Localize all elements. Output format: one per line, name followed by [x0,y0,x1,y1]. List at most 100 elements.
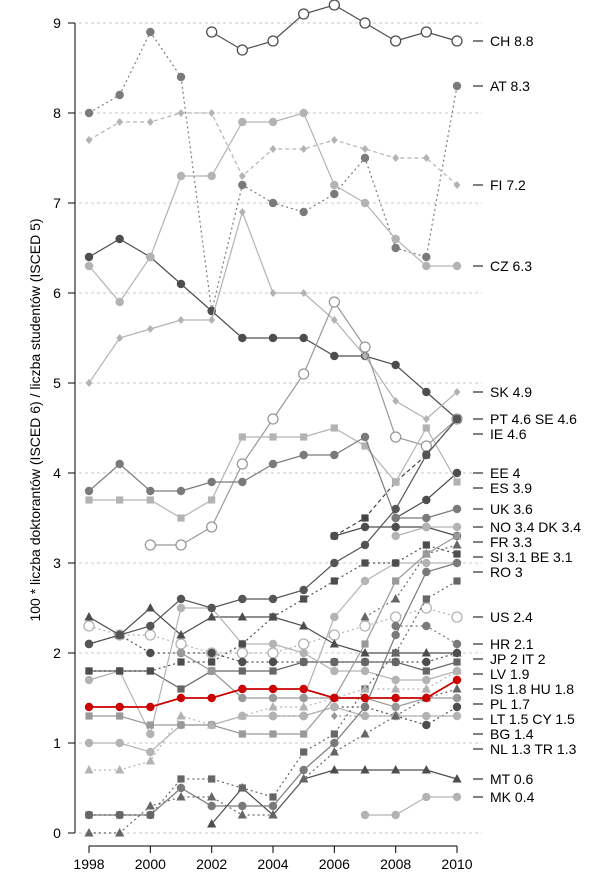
data-point [422,415,430,423]
data-point [115,90,124,100]
series-label-pl: PL 1.7 [490,696,530,712]
data-point [268,639,278,649]
series-sk [85,208,461,423]
data-point [390,611,402,623]
data-point [421,684,431,693]
data-point [422,711,431,721]
y-tick-label: 1 [53,735,61,751]
data-point [207,477,216,487]
data-point [176,486,186,496]
data-point [300,658,308,666]
data-point [330,136,338,144]
data-point [116,712,124,720]
data-point [391,513,400,523]
data-point [391,711,401,720]
data-point [207,171,216,181]
data-point [146,648,155,658]
data-point [176,630,186,639]
data-point [238,433,246,441]
y-tick-label: 6 [53,285,61,301]
data-point [300,730,308,738]
data-point [207,801,216,811]
series-label-lv: LV 1.9 [490,666,530,682]
series-ch [206,0,463,56]
data-point [208,658,216,666]
data-point [207,792,217,801]
data-point [330,351,339,361]
data-point [177,721,185,729]
data-point [146,747,155,757]
data-point [361,559,369,567]
y-tick-label: 8 [53,105,61,121]
data-point [84,765,94,774]
data-point [268,333,278,343]
data-point [116,811,124,819]
data-point [115,630,124,640]
data-point [269,730,277,738]
series-g5 [84,414,462,649]
series-line [88,418,458,645]
data-point [422,495,431,505]
data-point [360,612,370,621]
data-point [422,450,431,460]
data-point [269,433,277,441]
data-point [330,189,339,199]
x-tick-label: 1998 [73,856,104,872]
data-point [422,154,430,162]
data-point [330,424,338,432]
data-point [177,775,185,783]
data-point [452,711,462,721]
data-point [300,289,308,297]
data-point [144,629,156,641]
series-mk [360,792,462,820]
data-point [268,801,278,811]
data-point [452,792,462,802]
series-fi [85,109,461,189]
data-point [207,666,216,676]
data-point [391,810,400,820]
data-point [237,612,247,621]
data-point [84,252,94,262]
data-point [207,603,216,613]
data-point [391,360,400,370]
data-point [329,747,339,756]
series-label-mt: MT 0.6 [490,771,534,787]
series-line [88,112,457,303]
data-point [360,666,370,676]
data-point [299,765,308,775]
data-point [391,531,400,541]
data-point [451,611,463,623]
data-point [330,577,338,585]
data-point [452,648,462,658]
data-point [84,108,94,118]
data-point [236,647,248,659]
data-point [300,748,308,756]
data-point [84,828,94,837]
data-point [268,657,278,667]
data-point [360,648,370,657]
data-point [391,684,401,693]
data-point [146,27,155,37]
y-axis-label: 100 * liczba doktorantów (ISCED 6) / lic… [27,218,43,621]
data-point [452,522,462,532]
data-point [360,693,370,703]
data-point [330,738,339,748]
series-g6 [85,541,461,675]
data-point [144,539,156,551]
series-line [88,436,458,519]
series-label-jp: JP 2 IT 2 [490,651,546,667]
data-point [452,468,462,478]
data-point [269,667,277,675]
data-point [360,810,370,820]
data-point [176,279,186,289]
data-point [360,576,370,586]
data-point [452,558,462,568]
data-point [269,145,277,153]
data-point [392,559,400,567]
data-point [238,657,247,667]
data-point [330,702,339,712]
data-point [299,702,309,711]
data-point [421,765,431,774]
y-tick-label: 4 [53,465,61,481]
